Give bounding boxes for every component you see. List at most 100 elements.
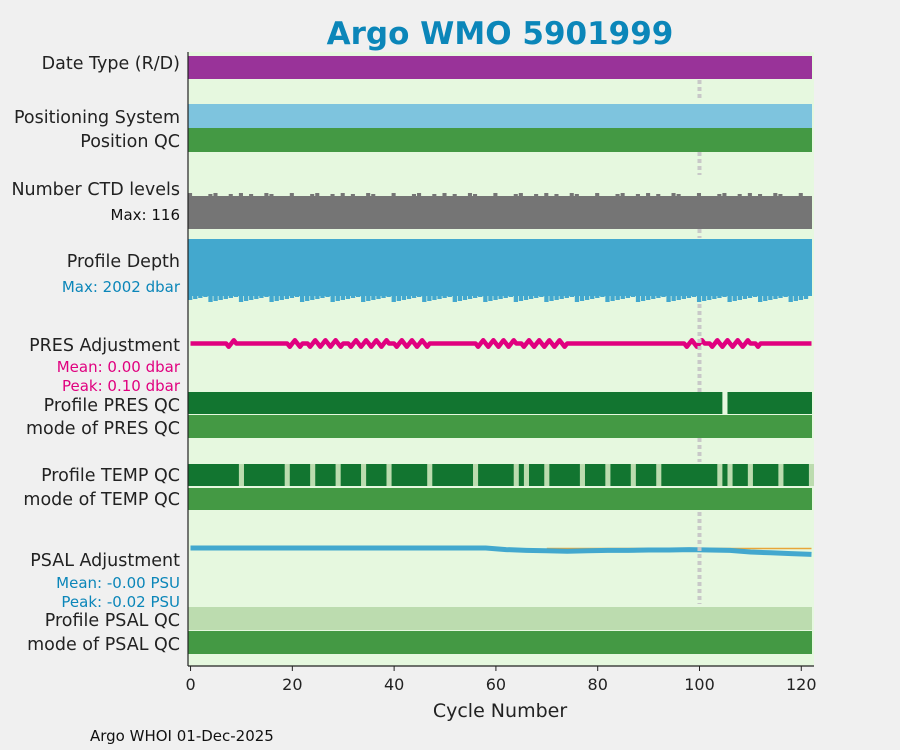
ctd-level-tick-104 xyxy=(717,194,722,196)
depth-tick-88 xyxy=(635,296,641,302)
sublabel-profile_depth: Max: 2002 dbar xyxy=(62,278,181,296)
depth-tick-42 xyxy=(401,296,407,300)
ctd-level-tick-48 xyxy=(432,194,437,196)
ctd-level-tick-28 xyxy=(330,194,335,196)
plot-area xyxy=(188,52,814,666)
ctd-level-tick-96 xyxy=(676,194,681,196)
ctd-level-tick-72 xyxy=(554,194,559,196)
depth-tick-111 xyxy=(752,296,758,297)
depth-tick-26 xyxy=(320,296,325,298)
depth-tick-30 xyxy=(340,296,346,300)
qc-gap-profile_temp_qc-3 xyxy=(335,464,341,486)
ctd-level-tick-112 xyxy=(758,194,763,196)
label-pres_adjustment: PRES Adjustment xyxy=(29,336,180,356)
ctd-level-tick-64 xyxy=(513,194,518,196)
ctd-level-tick-56 xyxy=(473,194,478,196)
label-profile_psal_qc: Profile PSAL QC xyxy=(45,611,180,631)
depth-tick-56 xyxy=(473,296,478,298)
sublabel2-pres_adjustment: Peak: 0.10 dbar xyxy=(62,377,181,395)
depth-tick-36 xyxy=(371,296,376,300)
qc-gap-profile_temp_qc-1 xyxy=(284,464,290,486)
depth-tick-7 xyxy=(223,296,228,299)
depth-tick-23 xyxy=(305,296,310,301)
depth-tick-84 xyxy=(615,296,620,300)
band-profile_psal_qc xyxy=(188,607,812,630)
depth-tick-75 xyxy=(569,296,575,297)
depth-tick-13 xyxy=(254,296,259,299)
depth-tick-91 xyxy=(651,296,656,299)
qc-gap-profile_temp_qc-4 xyxy=(361,464,367,486)
depth-tick-39 xyxy=(386,296,391,297)
depth-tick-100 xyxy=(696,296,702,302)
depth-tick-4 xyxy=(208,296,213,302)
qc-gap-profile_temp_qc-5 xyxy=(386,464,392,486)
depth-tick-17 xyxy=(274,296,279,301)
depth-tick-83 xyxy=(610,296,615,301)
ctd-level-tick-68 xyxy=(534,194,539,196)
ctd-level-tick-44 xyxy=(411,194,417,196)
label-profile_depth: Profile Depth xyxy=(67,252,180,272)
label-position_qc: Position QC xyxy=(80,132,180,152)
depth-tick-14 xyxy=(259,296,264,298)
ctd-level-tick-4 xyxy=(208,194,213,196)
depth-tick-109 xyxy=(742,296,748,299)
qc-gap-profile_temp_qc-11 xyxy=(579,464,585,486)
depth-tick-44 xyxy=(411,296,417,298)
depth-tick-11 xyxy=(243,296,249,301)
depth-tick-102 xyxy=(707,296,712,300)
depth-tick-69 xyxy=(539,296,544,297)
depth-tick-106 xyxy=(727,296,732,302)
sublabel-psal_adjustment: Mean: -0.00 PSU xyxy=(56,574,180,592)
ctd-level-tick-16 xyxy=(269,194,274,196)
ctd-level-tick-0 xyxy=(188,193,193,196)
depth-tick-51 xyxy=(447,296,452,297)
ctd-level-tick-115 xyxy=(773,193,778,196)
ctd-level-tick-30 xyxy=(340,193,345,196)
x-tick-label-5: 100 xyxy=(684,675,715,694)
label-mode_pres_qc: mode of PRES QC xyxy=(26,419,180,439)
band-profile_pres_qc xyxy=(188,392,812,414)
depth-tick-35 xyxy=(366,296,371,301)
ctd-level-tick-70 xyxy=(544,193,549,196)
depth-tick-107 xyxy=(732,296,737,301)
depth-tick-73 xyxy=(559,296,564,299)
ctd-level-tick-25 xyxy=(315,193,320,196)
ctd-level-tick-40 xyxy=(391,193,396,196)
depth-tick-31 xyxy=(345,296,351,299)
depth-tick-97 xyxy=(681,296,687,299)
depth-tick-16 xyxy=(269,296,274,302)
depth-tick-117 xyxy=(783,296,788,297)
depth-tick-49 xyxy=(437,296,442,299)
depth-tick-121 xyxy=(803,296,809,299)
depth-tick-95 xyxy=(671,296,676,301)
ctd-level-tick-92 xyxy=(656,194,661,196)
label-profile_temp_qc: Profile TEMP QC xyxy=(41,466,180,486)
pres-adjustment-line xyxy=(190,338,812,349)
depth-tick-108 xyxy=(737,296,742,300)
x-tick-label-4: 80 xyxy=(588,675,608,694)
qc-gap-profile_temp_qc-6 xyxy=(427,464,433,486)
ctd-level-tick-90 xyxy=(646,193,651,196)
depth-tick-12 xyxy=(249,296,254,300)
qc-gap-profile_temp_qc-14 xyxy=(656,464,662,486)
depth-tick-38 xyxy=(381,296,386,298)
depth-tick-86 xyxy=(625,296,631,298)
depth-tick-79 xyxy=(590,296,595,299)
ctd-level-tick-85 xyxy=(620,193,625,196)
depth-tick-70 xyxy=(544,296,549,302)
label-psal_adjustment: PSAL Adjustment xyxy=(30,551,180,571)
ctd-level-tick-75 xyxy=(569,193,574,196)
x-tick-label-6: 120 xyxy=(786,675,817,694)
depth-tick-85 xyxy=(620,296,625,299)
depth-tick-24 xyxy=(310,296,315,300)
depth-tick-64 xyxy=(513,296,519,302)
ctd-level-tick-120 xyxy=(798,193,803,196)
qc-gap-profile_temp_qc-10 xyxy=(544,464,550,486)
depth-tick-66 xyxy=(523,296,529,300)
depth-tick-20 xyxy=(289,296,295,298)
label-mode_temp_qc: mode of TEMP QC xyxy=(23,490,180,510)
band-position_qc xyxy=(188,128,812,152)
depth-tick-52 xyxy=(452,296,457,302)
depth-tick-1 xyxy=(193,296,198,299)
band-mode_pres_qc xyxy=(188,415,812,438)
